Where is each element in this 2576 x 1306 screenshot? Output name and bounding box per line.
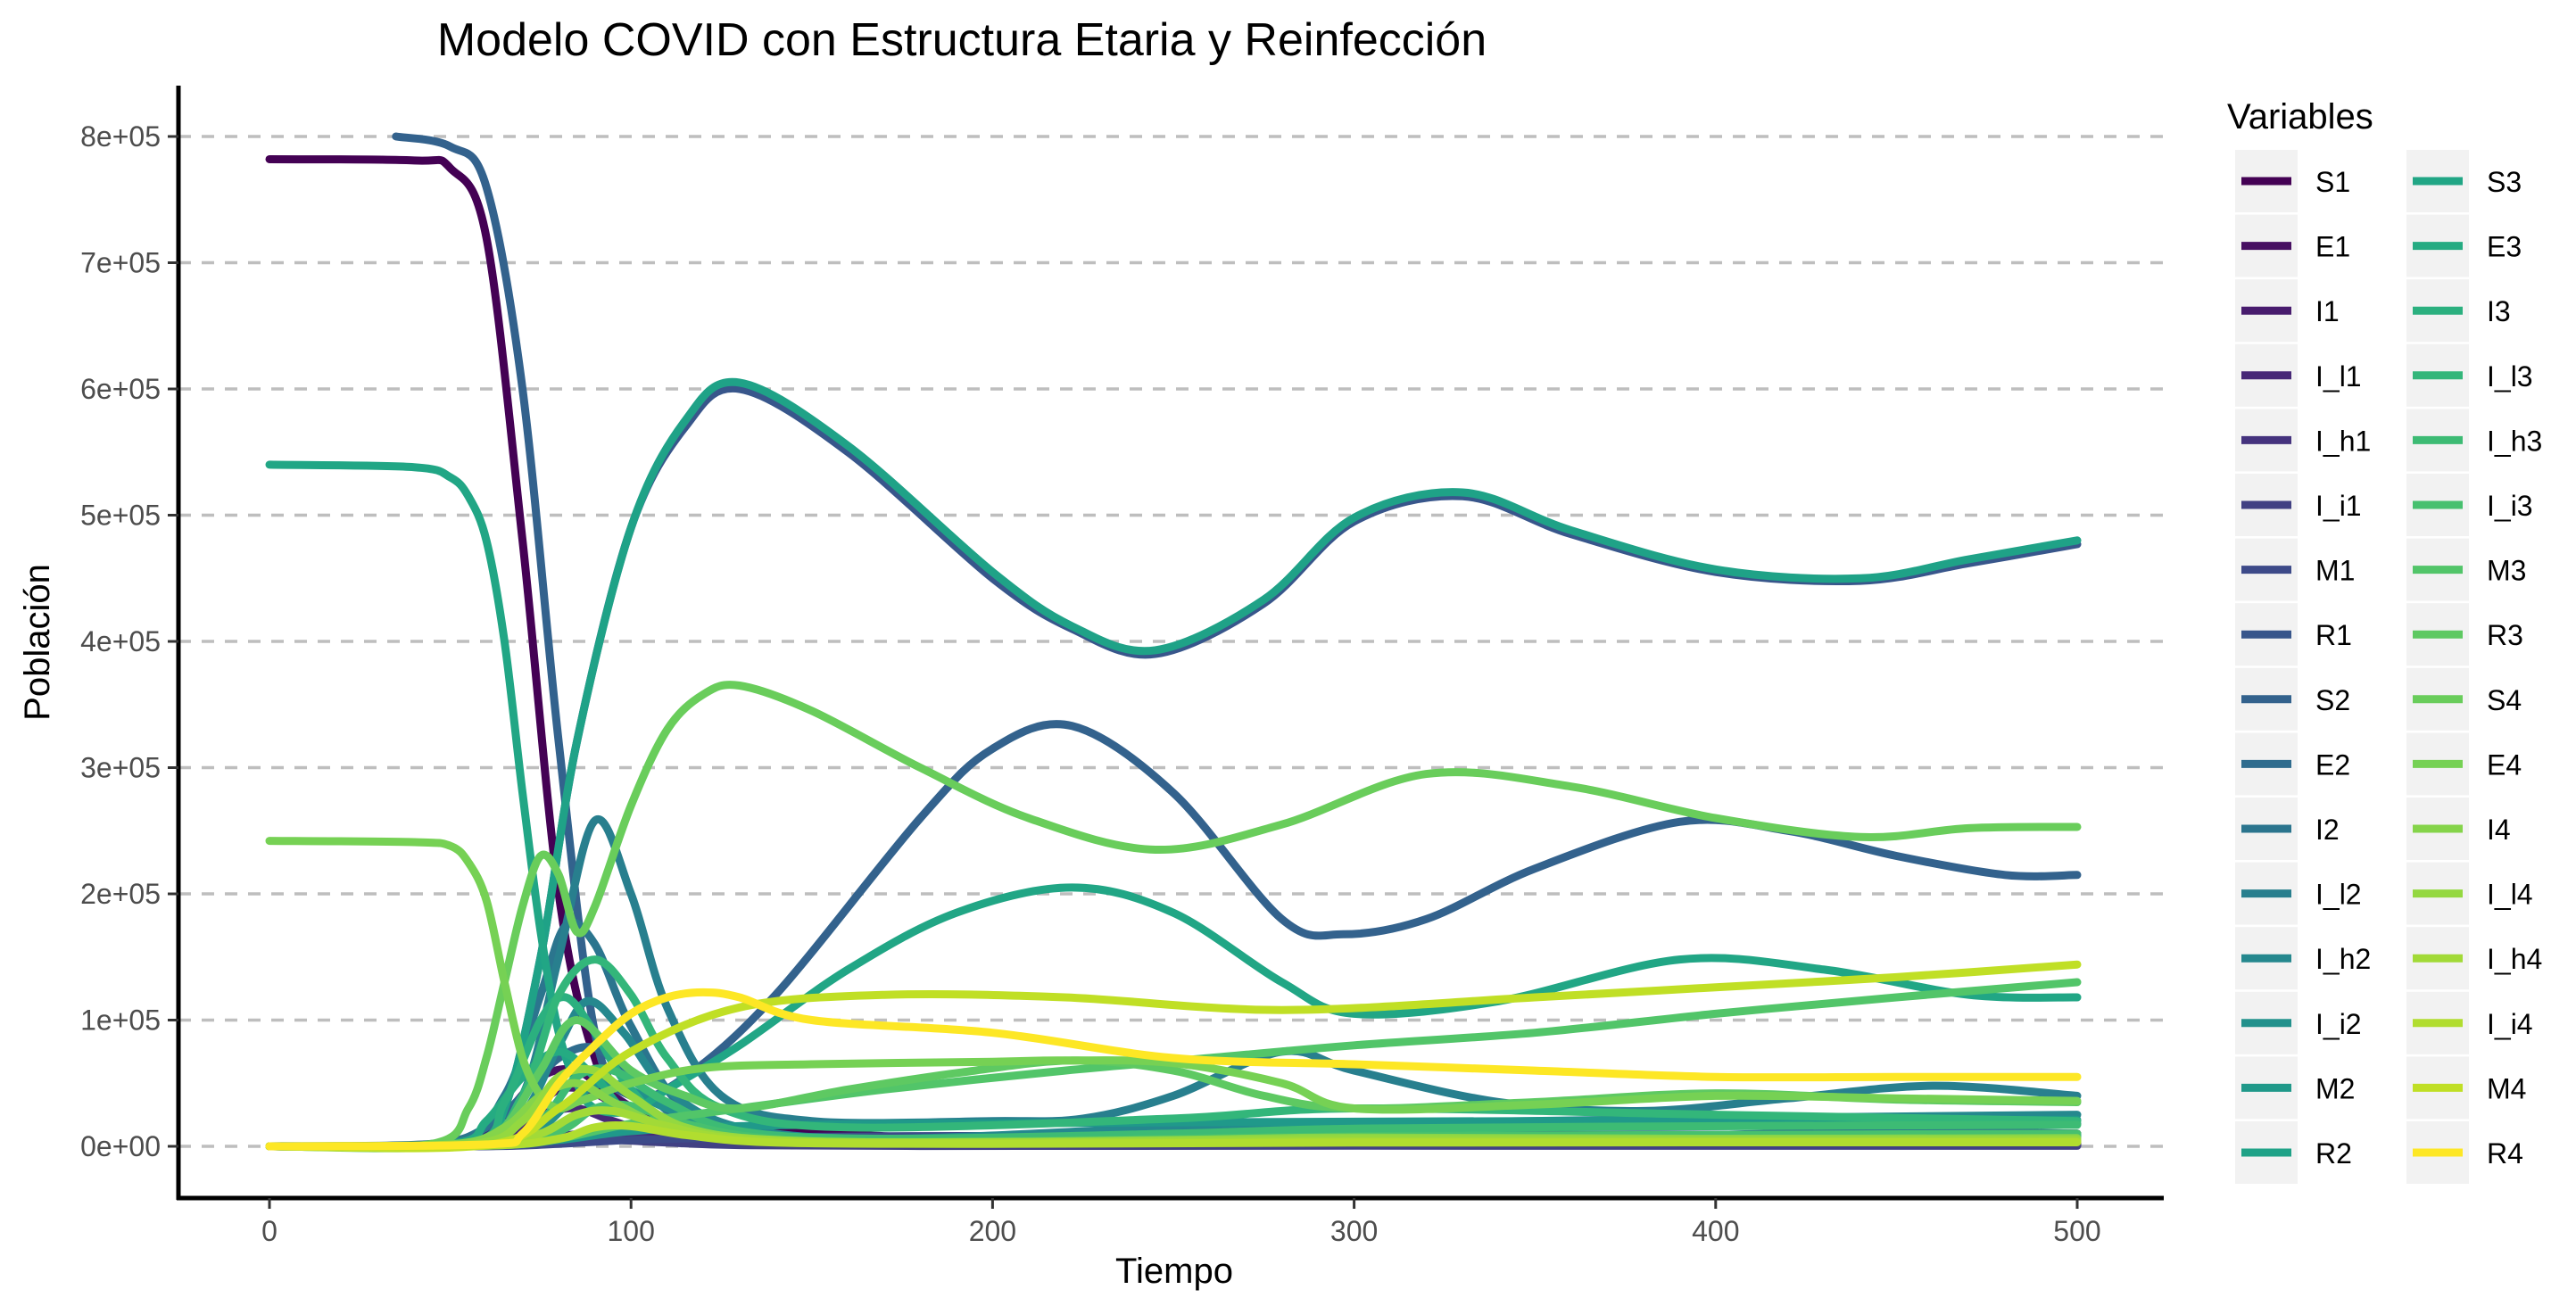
x-axis-ticks: 0 100 200 300 400 500	[261, 1198, 2101, 1247]
legend-label: I_h2	[2315, 943, 2371, 975]
x-tick-label: 200	[969, 1215, 1016, 1247]
series-line-r4	[265, 988, 2082, 1151]
y-tick-label: 6e+05	[80, 373, 161, 405]
series-line-s3	[265, 460, 2082, 1117]
grid-lines	[178, 135, 2164, 1148]
legend-label: I3	[2487, 295, 2511, 327]
legend-label: I2	[2315, 814, 2340, 846]
x-tick-label: 500	[2053, 1215, 2100, 1247]
legend-label: S2	[2315, 684, 2350, 716]
legend-label: R4	[2487, 1137, 2523, 1170]
chart-title: Modelo COVID con Estructura Etaria y Rei…	[437, 14, 1487, 66]
legend-label: I_h4	[2487, 943, 2542, 975]
series-line-m4	[265, 960, 2082, 1153]
legend-label: M4	[2487, 1072, 2526, 1104]
legend-label: R3	[2487, 619, 2523, 651]
y-tick-label: 8e+05	[80, 120, 161, 153]
series-layer	[265, 132, 2082, 1153]
y-tick-label: 4e+05	[80, 625, 161, 657]
legend-label: I_i4	[2487, 1008, 2533, 1040]
legend-label: I_l2	[2315, 879, 2362, 911]
x-tick-label: 300	[1330, 1215, 1378, 1247]
legend-label: R2	[2315, 1137, 2352, 1170]
y-tick-label: 7e+05	[80, 247, 161, 279]
legend-label: I_l3	[2487, 360, 2533, 393]
y-tick-label: 2e+05	[80, 878, 161, 910]
legend-label: I_i1	[2315, 490, 2362, 522]
series-line-i-i4	[265, 1121, 2082, 1151]
legend-label: S3	[2487, 166, 2522, 198]
legend-label: I_l4	[2487, 879, 2533, 911]
legend-label: E1	[2315, 231, 2350, 263]
y-tick-label: 1e+05	[80, 1004, 161, 1037]
x-tick-label: 400	[1692, 1215, 1739, 1247]
y-tick-label: 3e+05	[80, 752, 161, 784]
legend-label: I_h1	[2315, 425, 2371, 457]
legend-label: M3	[2487, 555, 2526, 587]
legend-label: S1	[2315, 166, 2350, 198]
y-axis-ticks: 0e+00 1e+05 2e+05 3e+05 4e+05 5e+05 6e+05 7e+05…	[80, 120, 178, 1162]
x-tick-label: 100	[608, 1215, 655, 1247]
legend-label: I_i2	[2315, 1008, 2362, 1040]
legend: Variables S1 E1 I1 I_l1 I_h1 I_i1 M1 R1 S2 E2 I2 I_…	[2227, 97, 2542, 1184]
legend-label: E4	[2487, 748, 2522, 781]
legend-label: R1	[2315, 619, 2352, 651]
legend-label: M2	[2315, 1072, 2355, 1104]
legend-label: I_h3	[2487, 425, 2542, 457]
y-tick-label: 0e+00	[80, 1130, 161, 1162]
legend-label: S4	[2487, 684, 2522, 716]
legend-label: I_i3	[2487, 490, 2533, 522]
x-tick-label: 0	[261, 1215, 277, 1247]
x-axis-title: Tiempo	[1115, 1252, 1233, 1291]
legend-label: I1	[2315, 295, 2340, 327]
legend-label: I_l1	[2315, 360, 2362, 393]
legend-title: Variables	[2227, 97, 2373, 136]
legend-label: E3	[2487, 231, 2522, 263]
series-line-e4	[265, 837, 2082, 1114]
legend-label: M1	[2315, 555, 2355, 587]
legend-label: I4	[2487, 814, 2511, 846]
legend-items: S1 E1 I1 I_l1 I_h1 I_i1 M1 R1 S2 E2 I2 I_l2 I_h2 I_i2…	[2235, 150, 2542, 1184]
y-tick-label: 5e+05	[80, 500, 161, 532]
legend-label: E2	[2315, 748, 2350, 781]
y-axis-title: Población	[18, 564, 57, 721]
